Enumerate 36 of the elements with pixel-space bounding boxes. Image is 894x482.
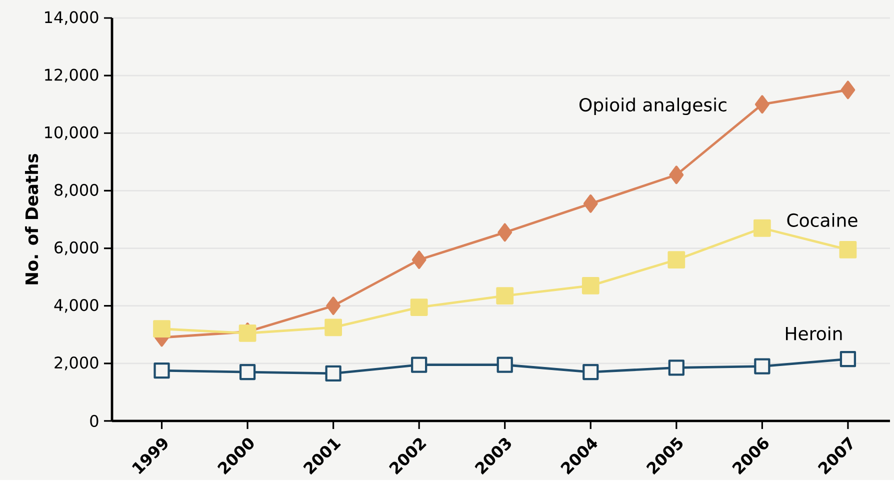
point [496,356,513,373]
point [411,356,428,373]
point [326,296,341,316]
series-label: Cocaine [787,213,858,228]
point [753,219,771,237]
point [582,364,599,380]
y-axis-title: No. of Deaths [25,154,38,284]
point [754,358,770,374]
y-tick-label: 12,000 [45,68,98,82]
point [669,166,684,184]
point [668,360,684,376]
point [840,80,856,100]
y-tick-label: 14,000 [45,11,98,25]
y-tick-label: 6,000 [54,241,98,256]
point [324,318,342,336]
series-label: Heroin [786,326,842,340]
point [239,364,256,380]
point [668,251,686,268]
point [840,351,856,368]
point [839,241,857,258]
point [754,95,770,114]
y-tick-label: 8,000 [54,184,98,198]
point [582,277,600,294]
y-tick-label: 0 [90,414,98,428]
point [325,365,342,382]
series-label: Opioid analgesic [579,98,726,116]
point [410,298,428,316]
point [496,287,514,304]
point [498,223,512,242]
point [412,250,426,269]
y-tick-label: 4,000 [54,298,98,313]
y-tick-label: 10,000 [45,126,98,140]
point [153,320,170,338]
point [583,194,598,213]
point [154,362,170,379]
y-tick-label: 2,000 [54,356,98,370]
